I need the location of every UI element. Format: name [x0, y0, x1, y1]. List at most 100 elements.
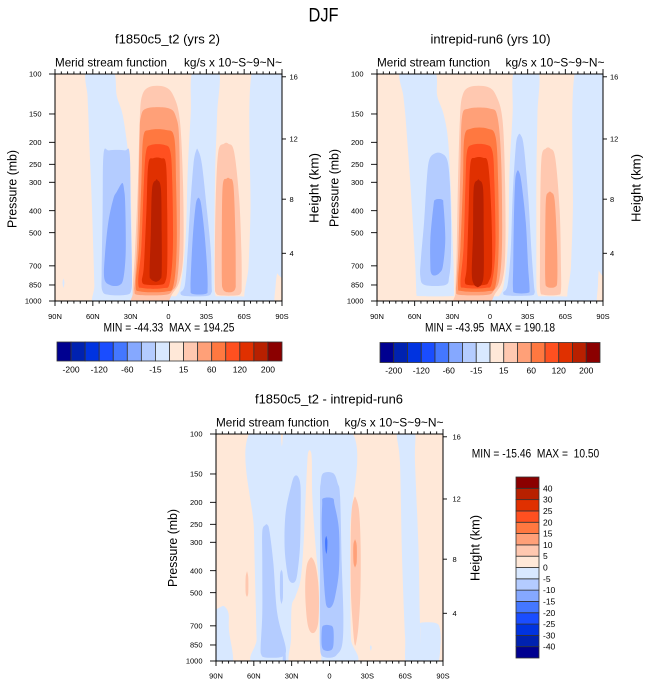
colorbar-box — [183, 341, 199, 362]
y2-tick-label: 16 — [290, 72, 298, 81]
contour-region — [260, 524, 287, 658]
colorbar-box — [515, 533, 540, 546]
x-tick-label: 90S — [596, 312, 609, 321]
colorbar-label: -15 — [470, 366, 483, 376]
y-tick-label: 1000 — [347, 297, 364, 306]
y-tick-label: 300 — [190, 538, 203, 547]
y-tick-label: 150 — [351, 110, 364, 119]
colorbar-box — [515, 521, 540, 534]
contour-region — [512, 170, 530, 294]
y-tick-label: 100 — [351, 70, 364, 79]
y2-tick-label: 12 — [290, 135, 298, 144]
colorbar-label: 30 — [543, 495, 553, 505]
contour-region — [419, 622, 441, 661]
y-axis-label: Pressure (mb) — [6, 150, 20, 228]
contour-region — [103, 182, 126, 287]
x-tick-label: 30N — [285, 672, 299, 681]
contour-region — [221, 177, 236, 293]
colorbar-box — [530, 342, 546, 363]
x-tick-label: 60N — [86, 312, 100, 321]
colorbar-box — [70, 341, 86, 362]
x-tick-label: 60S — [398, 672, 411, 681]
left-string: Merid stream function — [55, 56, 167, 70]
colorbar-label: -200 — [385, 366, 402, 376]
colorbar-box — [462, 342, 477, 363]
contour-region — [244, 74, 282, 301]
colorbar-box — [267, 341, 283, 362]
colorbar-box — [515, 601, 540, 614]
colorbar-box — [112, 341, 128, 362]
y2-tick-label: 4 — [610, 249, 614, 258]
x-tick-label: 90N — [209, 672, 223, 681]
colorbar-box — [517, 342, 532, 363]
y-axis-label: Pressure (mb) — [328, 149, 342, 227]
y-tick-label: 400 — [351, 206, 364, 215]
contour-region — [158, 296, 282, 301]
x-tick-label: 30S — [200, 312, 213, 321]
colorbar-label: -15 — [543, 596, 556, 606]
colorbar-box — [253, 341, 269, 362]
y2-axis-label: Height (km) — [630, 154, 644, 222]
colorbar-box — [489, 342, 505, 363]
colorbar-box — [126, 341, 142, 362]
x-tick-label: 30N — [124, 312, 138, 321]
y-tick-label: 1000 — [25, 297, 42, 306]
colorbar-label: -15 — [149, 365, 162, 375]
colorbar-box — [515, 567, 540, 580]
colorbar-label: 5 — [543, 551, 548, 561]
contour-region — [305, 557, 320, 634]
x-tick-label: 60N — [408, 312, 422, 321]
panel-title: f1850c5_t2 - intrepid-run6 — [255, 392, 403, 407]
colorbar-box — [503, 342, 518, 363]
y2-tick-label: 16 — [453, 432, 461, 441]
right-string: kg/s x 10~S~9~N~ — [184, 56, 282, 70]
figure-title: DJF — [309, 5, 339, 27]
colorbar-box — [515, 646, 540, 659]
x-tick-label: 0 — [488, 312, 492, 321]
y-tick-label: 200 — [351, 138, 364, 147]
y-tick-label: 850 — [351, 281, 364, 290]
axis-ticks — [210, 429, 447, 666]
colorbar: -200 -120 -60 -15 15 60 120 200 — [56, 341, 283, 375]
contour-region — [350, 496, 361, 646]
contour-region — [149, 178, 162, 282]
y-tick-label: 700 — [29, 262, 42, 271]
y2-tick-label: 8 — [610, 195, 614, 204]
colorbar-label: -5 — [543, 574, 551, 584]
y-tick-label: 150 — [29, 110, 42, 119]
colorbar-box — [155, 341, 170, 362]
y-tick-label: 200 — [190, 498, 203, 507]
colorbar-box — [558, 342, 573, 363]
y-tick-label: 250 — [29, 160, 42, 169]
left-string: Merid stream function — [377, 56, 490, 70]
x-tick-label: 0 — [166, 312, 170, 321]
contour-region — [480, 296, 603, 301]
colorbar-box — [393, 342, 408, 363]
colorbar-box — [515, 476, 540, 489]
left-string: Merid stream function — [216, 416, 329, 430]
colorbar-label: -120 — [91, 365, 108, 375]
colorbar-box — [585, 342, 601, 363]
colorbar-box — [515, 634, 540, 648]
contour-region — [321, 497, 340, 609]
min-max-stats: MIN = -44.33 MAX = 194.25 — [104, 323, 235, 335]
colorbar-box — [239, 341, 255, 362]
contour-region — [216, 605, 234, 661]
contour-region — [190, 197, 208, 295]
colorbar-box — [515, 555, 540, 568]
contour-region — [282, 647, 286, 661]
y-tick-label: 850 — [190, 641, 203, 650]
colorbar-box — [434, 342, 450, 363]
colorbar-box — [56, 341, 72, 362]
y-tick-label: 400 — [29, 206, 42, 215]
contour-region — [284, 475, 301, 583]
colorbar-box — [448, 342, 463, 363]
y-axis-label: Pressure (mb) — [166, 509, 180, 587]
colorbar-label: -10 — [543, 585, 556, 595]
colorbar-box — [515, 487, 540, 501]
colorbar-label: 200 — [261, 365, 275, 375]
contour-field — [377, 74, 603, 301]
y2-tick-label: 16 — [610, 72, 618, 81]
